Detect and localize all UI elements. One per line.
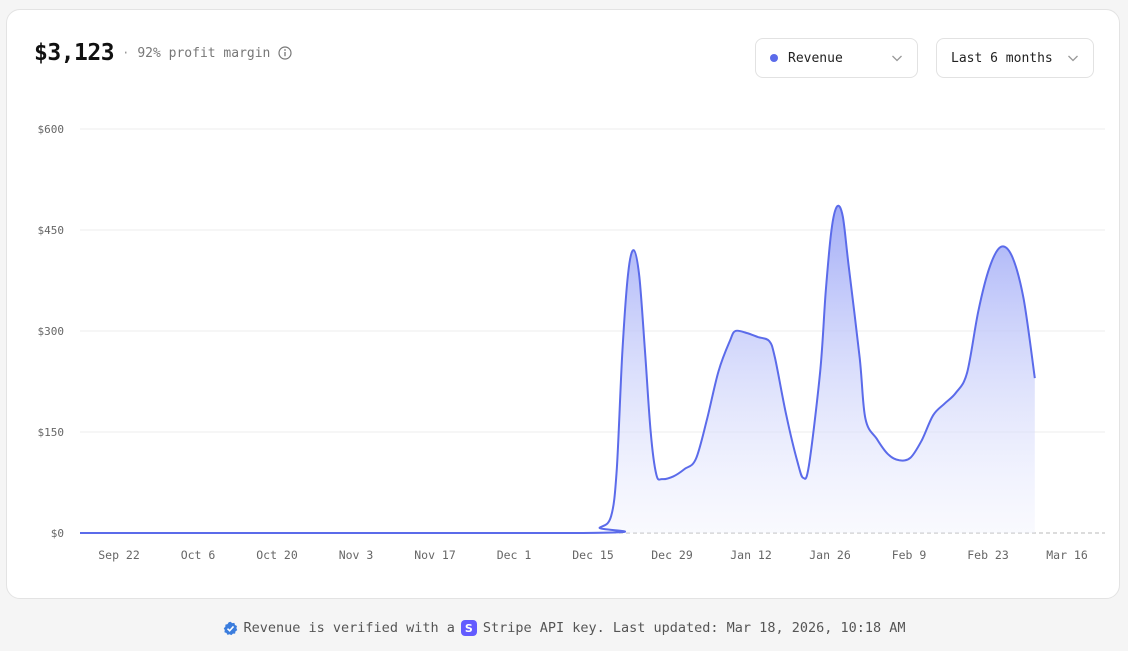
verification-footer: Revenue is verified with a S Stripe API … xyxy=(0,620,1128,636)
footer-text-after: Stripe API key. Last updated: Mar 18, 20… xyxy=(482,620,906,636)
y-tick-label: $450 xyxy=(38,224,65,237)
x-tick-label: Nov 17 xyxy=(414,548,456,562)
y-tick-label: $600 xyxy=(38,123,65,136)
x-tick-label: Sep 22 xyxy=(98,548,140,562)
revenue-card: $3,123 · 92% profit margin Revenue Last … xyxy=(6,9,1120,599)
x-tick-label: Mar 16 xyxy=(1046,548,1088,562)
y-tick-label: $300 xyxy=(38,325,65,338)
x-tick-label: Dec 1 xyxy=(497,548,532,562)
chevron-down-icon xyxy=(892,55,902,62)
y-tick-label: $0 xyxy=(51,527,64,540)
x-tick-label: Feb 9 xyxy=(892,548,927,562)
x-tick-label: Oct 6 xyxy=(181,548,216,562)
revenue-series-line xyxy=(80,204,1036,535)
verified-check-icon xyxy=(223,621,238,636)
x-tick-label: Nov 3 xyxy=(339,548,374,562)
headline: $3,123 · 92% profit margin xyxy=(34,40,292,66)
stripe-logo-icon: S xyxy=(460,620,477,636)
profit-margin: 92% profit margin xyxy=(137,45,271,61)
revenue-area-fill xyxy=(80,205,1035,533)
info-icon[interactable] xyxy=(278,46,292,60)
range-select[interactable]: Last 6 months xyxy=(936,38,1094,78)
x-tick-label: Feb 23 xyxy=(967,548,1009,562)
separator: · xyxy=(122,46,130,60)
x-tick-label: Jan 12 xyxy=(730,548,772,562)
x-tick-label: Dec 29 xyxy=(651,548,693,562)
y-tick-label: $150 xyxy=(38,426,65,439)
footer-text-before: Revenue is verified with a xyxy=(243,620,455,636)
range-select-label: Last 6 months xyxy=(951,50,1053,66)
chevron-down-icon xyxy=(1068,55,1078,62)
series-select-label: Revenue xyxy=(788,50,843,66)
revenue-chart: $0 $150 $300 $450 $600 Sep 22 Oct 6 Oct 20 Nov 3… xyxy=(38,123,1105,562)
x-tick-label: Dec 15 xyxy=(572,548,614,562)
x-tick-label: Oct 20 xyxy=(256,548,298,562)
series-select[interactable]: Revenue xyxy=(755,38,918,78)
series-color-dot xyxy=(770,54,778,62)
x-tick-label: Jan 26 xyxy=(809,548,851,562)
revenue-total: $3,123 xyxy=(34,40,115,66)
